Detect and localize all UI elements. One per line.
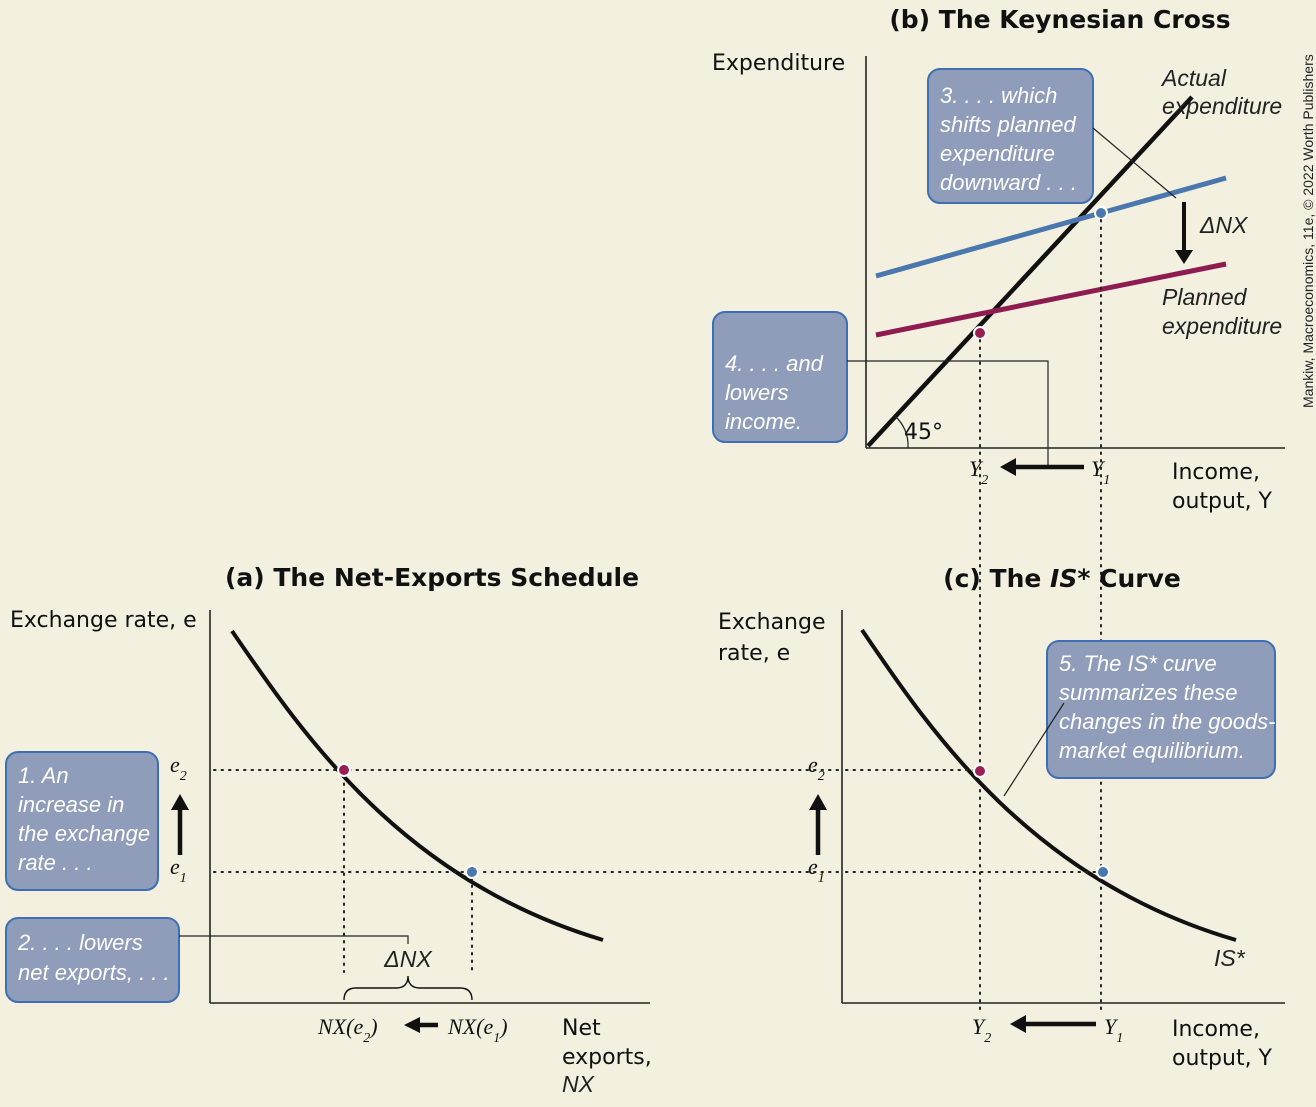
panel-b-tick-y1: Y1 bbox=[1091, 456, 1110, 488]
angle-label: 45° bbox=[904, 420, 943, 445]
panel-a-tick-e1: e1 bbox=[170, 854, 187, 886]
callout-2-box bbox=[5, 917, 180, 1003]
equilibrium-point-initial bbox=[1094, 206, 1108, 220]
panel-a-tick-nx-e2: NX(e2) bbox=[317, 1014, 378, 1046]
panel-c-income-arrow-head bbox=[1010, 1015, 1026, 1033]
delta-nx-brace bbox=[343, 975, 473, 1001]
panel-b-title: (b) The Keynesian Cross bbox=[889, 5, 1230, 34]
callout-3-line2: shifts planned bbox=[940, 112, 1077, 137]
callout-1-line4: rate . . . bbox=[18, 850, 93, 875]
callout-4-box bbox=[712, 311, 848, 443]
panel-a-exchange-arrow-head bbox=[171, 794, 189, 810]
callout-1-line1: 1. An bbox=[18, 763, 69, 788]
callout-4-leader bbox=[847, 360, 1049, 467]
equilibrium-point-new bbox=[973, 326, 987, 340]
callout-5-leader bbox=[1003, 702, 1065, 797]
panel-c-x-axis-label-line2: output, Y bbox=[1172, 1046, 1273, 1071]
panel-c-tick-y1: Y1 bbox=[1104, 1014, 1123, 1046]
callout-5-line3: changes in the goods- bbox=[1059, 709, 1276, 734]
planned-label-line2: expenditure bbox=[1162, 313, 1282, 339]
panel-keynesian-cross: (b) The Keynesian Cross Expenditure Inco… bbox=[712, 5, 1285, 514]
panel-a-tick-e2: e2 bbox=[170, 752, 187, 784]
panel-is-curve: (c) The IS* Curve Exchange rate, e Incom… bbox=[718, 564, 1285, 1071]
callout-4-line2: lowers bbox=[725, 380, 789, 405]
panel-c-tick-e1: e1 bbox=[808, 854, 825, 886]
angle-arc bbox=[894, 415, 909, 449]
callout-5-line2: summarizes these bbox=[1059, 680, 1238, 705]
callout-5-box bbox=[1046, 640, 1276, 779]
net-exports-curve bbox=[230, 629, 604, 942]
panel-a-point-e1 bbox=[465, 865, 479, 879]
callout-2-line2: net exports, . . . bbox=[18, 960, 170, 985]
panel-a-x-axis-label-line1: Net bbox=[562, 1016, 601, 1041]
panel-b-delta-nx: ΔNX bbox=[1199, 212, 1249, 238]
panel-c-tick-e2: e2 bbox=[808, 752, 825, 784]
credit-text: Mankiw, Macroeconomics, 11e, © 2022 Wort… bbox=[1300, 54, 1316, 408]
panel-c-exchange-arrow-head bbox=[809, 794, 827, 810]
panel-c-x-axis-label-line1: Income, bbox=[1172, 1017, 1260, 1042]
callout-3-line3: expenditure bbox=[940, 141, 1055, 166]
callout-2-line1: 2. . . . lowers bbox=[17, 930, 143, 955]
panel-b-y-axis-label: Expenditure bbox=[712, 51, 845, 76]
planned-expenditure-line-shifted bbox=[875, 261, 1227, 338]
callout-3-box bbox=[927, 68, 1094, 204]
delta-nx-arrow-head bbox=[1175, 250, 1193, 264]
panel-c-y-axis-label-line2: rate, e bbox=[718, 641, 790, 666]
panel-a-delta-nx: ΔNX bbox=[383, 946, 433, 972]
panel-a-x-axis-label-line3: NX bbox=[562, 1071, 596, 1097]
callout-5-line4: market equilibrium. bbox=[1059, 738, 1245, 763]
panel-b-x-axis-label-line2: output, Y bbox=[1172, 489, 1273, 514]
actual-label-line2: expenditure bbox=[1162, 93, 1282, 119]
panel-b-tick-y2: Y2 bbox=[969, 456, 988, 488]
panel-c-point-e1 bbox=[1096, 865, 1110, 879]
panel-a-nx-arrow-head bbox=[404, 1017, 420, 1033]
panel-b-income-arrow-head bbox=[1000, 458, 1016, 476]
planned-expenditure-line-initial bbox=[875, 175, 1227, 279]
callout-1-line2: increase in bbox=[18, 792, 124, 817]
panel-c-tick-y2: Y2 bbox=[972, 1014, 991, 1046]
panel-a-tick-nx-e1: NX(e1) bbox=[447, 1014, 508, 1046]
is-star-label: IS* bbox=[1214, 945, 1246, 971]
panel-a-y-axis-label: Exchange rate, e bbox=[10, 608, 197, 633]
panel-a-title: (a) The Net-Exports Schedule bbox=[225, 563, 639, 592]
panel-c-point-e2 bbox=[973, 764, 987, 778]
panel-b-x-axis-label-line1: Income, bbox=[1172, 460, 1260, 485]
is-star-curve bbox=[860, 628, 1237, 942]
callout-1-line3: the exchange bbox=[18, 821, 150, 846]
panel-a-x-axis-label-line2: exports, bbox=[562, 1045, 652, 1070]
panel-c-title: (c) The IS* Curve bbox=[943, 564, 1181, 593]
callout-3-line1: 3. . . . which bbox=[940, 83, 1057, 108]
callout-3-line4: downward . . . bbox=[940, 170, 1077, 195]
planned-label-line1: Planned bbox=[1162, 284, 1248, 310]
actual-expenditure-line bbox=[866, 95, 1194, 448]
callout-4-line3: income. bbox=[725, 409, 802, 434]
panel-c-y-axis-label-line1: Exchange bbox=[718, 610, 826, 635]
actual-label-line1: Actual bbox=[1160, 65, 1227, 91]
callout-3-leader bbox=[1092, 127, 1177, 199]
callout-1-box bbox=[5, 751, 159, 891]
panel-a-point-e2 bbox=[337, 763, 351, 777]
panel-net-exports: (a) The Net-Exports Schedule Exchange ra… bbox=[5, 563, 841, 1097]
callout-5-line1: 5. The IS* curve bbox=[1059, 651, 1217, 676]
callout-2-leader bbox=[179, 935, 409, 944]
callout-4-line1: 4. . . . and bbox=[725, 351, 824, 376]
